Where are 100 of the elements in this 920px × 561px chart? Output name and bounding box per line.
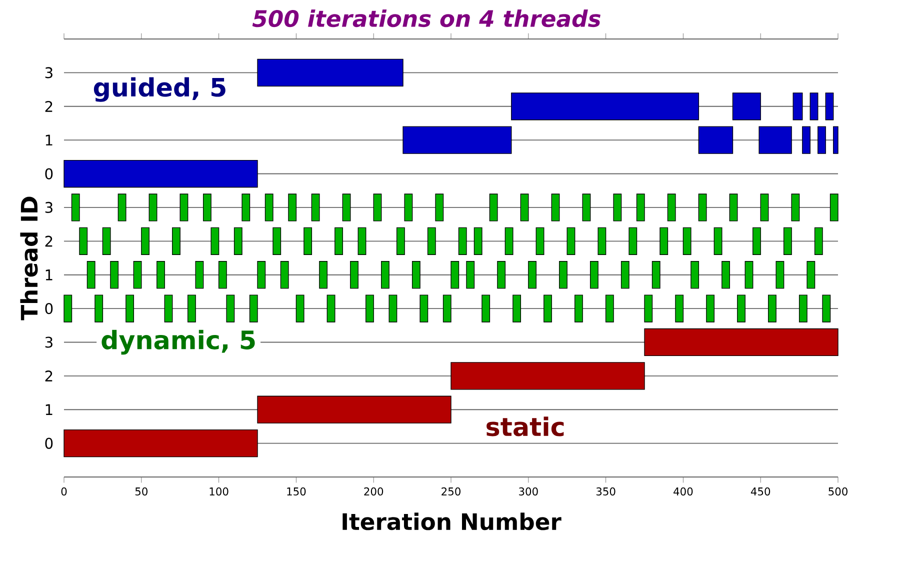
bar — [366, 294, 374, 322]
bar — [358, 227, 366, 255]
bar — [551, 194, 560, 222]
chart-title: 500 iterations on 4 threads — [252, 10, 600, 28]
bar — [412, 261, 420, 289]
bar — [644, 328, 838, 356]
bar — [511, 92, 700, 120]
bar — [559, 261, 568, 289]
x-tick-label: 200 — [364, 487, 384, 496]
bar — [381, 261, 390, 289]
bar — [675, 294, 684, 322]
y-tick-label: 0 — [45, 168, 53, 180]
y-tick-label: 1 — [46, 404, 52, 415]
y-tick-label: 1 — [46, 270, 52, 280]
bar — [188, 294, 196, 322]
bar — [427, 227, 436, 255]
bar — [257, 261, 266, 289]
bar — [520, 194, 529, 222]
bar — [660, 227, 668, 255]
y-tick-label: 3 — [45, 67, 52, 78]
bar — [64, 160, 258, 188]
bar — [118, 194, 126, 222]
bar — [326, 294, 336, 322]
y-tick-label: 0 — [45, 438, 53, 449]
bar — [396, 227, 405, 255]
bar — [450, 261, 460, 289]
bar — [605, 294, 614, 322]
bar — [776, 261, 784, 289]
x-tick-label: 150 — [287, 487, 306, 496]
bar — [482, 294, 490, 322]
bar — [342, 194, 351, 222]
bar — [141, 227, 150, 255]
bar — [783, 227, 792, 255]
y-tick-label: 2 — [45, 370, 52, 382]
bar — [504, 227, 514, 255]
y-tick-label: 1 — [46, 134, 52, 146]
bar — [822, 294, 831, 322]
bar — [296, 294, 304, 322]
y-tick-label: 0 — [45, 303, 53, 314]
annotation: static — [486, 416, 564, 436]
bar — [288, 194, 297, 222]
bar — [574, 294, 583, 322]
bar — [698, 194, 707, 222]
y-tick-label: 2 — [45, 100, 52, 112]
bar — [234, 227, 242, 255]
bar — [636, 194, 645, 222]
bar — [830, 194, 838, 222]
annotation: dynamic, 5 — [102, 330, 255, 355]
bar — [628, 227, 638, 255]
bar — [404, 194, 413, 222]
bar — [744, 261, 754, 289]
bar — [218, 261, 227, 289]
bar — [598, 227, 606, 255]
bar — [435, 194, 444, 222]
bar — [164, 294, 173, 322]
bar — [620, 261, 630, 289]
bar — [489, 194, 498, 222]
bar — [195, 261, 204, 289]
bar — [613, 194, 622, 222]
bar — [304, 227, 312, 255]
bar — [126, 294, 134, 322]
bar — [528, 261, 536, 289]
bar — [334, 227, 343, 255]
bar — [257, 396, 452, 424]
bar — [814, 227, 823, 255]
bar — [644, 294, 653, 322]
bar — [667, 194, 676, 222]
y-tick-label: 3 — [45, 336, 52, 348]
bar — [94, 294, 104, 322]
bar — [156, 261, 165, 289]
bar — [226, 294, 235, 322]
bar — [466, 261, 475, 289]
bar — [590, 261, 598, 289]
bar — [544, 294, 552, 322]
bar — [450, 362, 645, 390]
bar — [806, 261, 816, 289]
x-tick-label: 400 — [674, 487, 693, 496]
bar — [420, 294, 428, 322]
bar — [210, 227, 220, 255]
bar — [714, 227, 722, 255]
bar — [652, 261, 660, 289]
x-tick-label: 250 — [442, 487, 460, 496]
x-tick-label: 300 — [519, 487, 538, 496]
bar — [760, 194, 769, 222]
bar — [280, 261, 289, 289]
bar — [536, 227, 544, 255]
x-tick-label: 350 — [596, 487, 616, 496]
bar — [272, 227, 282, 255]
bar — [311, 194, 320, 222]
bar — [102, 227, 111, 255]
bar — [729, 194, 738, 222]
bar — [388, 294, 398, 322]
bar — [350, 261, 358, 289]
bar — [133, 261, 142, 289]
bar — [257, 58, 404, 87]
bar — [373, 194, 382, 222]
bar — [264, 194, 274, 222]
x-tick-label: 100 — [210, 487, 228, 496]
bar — [497, 261, 506, 289]
bar — [768, 294, 776, 322]
